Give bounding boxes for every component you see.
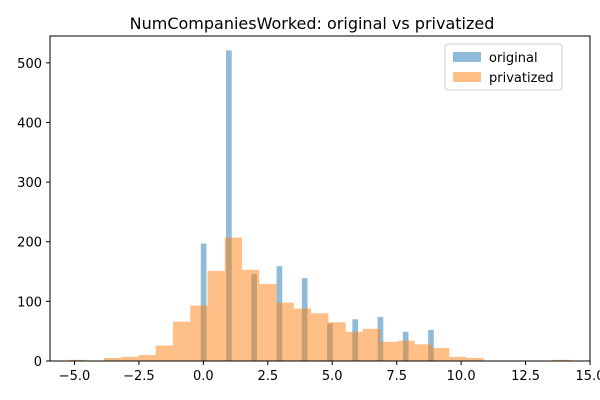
bar-privatized-14 <box>311 313 329 361</box>
legend-label-privatized: privatized <box>489 71 554 86</box>
bar-privatized-22 <box>449 356 467 361</box>
bar-privatized-3 <box>121 356 139 361</box>
bar-privatized-28 <box>552 359 571 361</box>
bar-original-7 <box>377 316 384 361</box>
bar-privatized-19 <box>397 340 415 361</box>
bar-privatized-7 <box>190 305 208 361</box>
bar-privatized-23 <box>466 358 484 361</box>
bar-privatized-20 <box>414 344 432 361</box>
bar-privatized-2 <box>103 358 122 361</box>
legend-swatch-original <box>453 52 481 62</box>
bar-privatized-15 <box>328 322 346 361</box>
x-tick-label: 12.5 <box>511 369 540 384</box>
bar-privatized-5 <box>155 345 173 361</box>
bar-privatized-8 <box>207 270 225 361</box>
plot-frame <box>49 35 591 362</box>
x-tick-label: 15.0 <box>576 369 600 384</box>
bar-original-0 <box>200 243 207 361</box>
bar-privatized-10 <box>242 269 260 361</box>
bar-privatized-16 <box>345 331 363 361</box>
x-tick-label: 2.5 <box>257 369 278 384</box>
x-tick-label: 7.5 <box>386 369 407 384</box>
x-tick-label: 10.0 <box>447 369 476 384</box>
x-tick-label: 5.0 <box>322 369 343 384</box>
chart-title: NumCompaniesWorked: original vs privatiz… <box>130 14 495 33</box>
legend-label-original: original <box>489 51 538 66</box>
legend: original privatized <box>444 43 563 91</box>
bar-privatized-17 <box>362 328 381 361</box>
bar-privatized-18 <box>380 341 398 361</box>
y-tick-label: 100 <box>17 295 42 310</box>
bar-privatized-11 <box>259 284 277 361</box>
bar-privatized-9 <box>224 237 243 361</box>
x-tick-label: 0.0 <box>193 369 214 384</box>
y-tick-label: 400 <box>17 116 42 131</box>
bars-layer <box>69 50 571 362</box>
bar-privatized-12 <box>276 302 294 361</box>
x-tick-label: −2.5 <box>123 369 155 384</box>
bar-original-1 <box>226 50 232 362</box>
y-tick-label: 200 <box>17 236 42 251</box>
bar-privatized-4 <box>138 355 156 361</box>
y-tick-label: 300 <box>17 176 42 191</box>
bar-privatized-13 <box>293 308 312 361</box>
y-tick-label: 0 <box>34 355 42 370</box>
y-tick-label: 500 <box>17 57 42 72</box>
legend-swatch-privatized <box>453 72 481 82</box>
bar-privatized-21 <box>431 347 450 361</box>
bar-privatized-6 <box>172 321 191 361</box>
bar-privatized-0 <box>69 359 87 361</box>
x-tick-label: −5.0 <box>59 369 91 384</box>
axes-layer: −5.0 −2.5 0.0 2.5 5.0 7.5 10.0 12.5 15.0 0 100 200 3… <box>17 35 600 384</box>
